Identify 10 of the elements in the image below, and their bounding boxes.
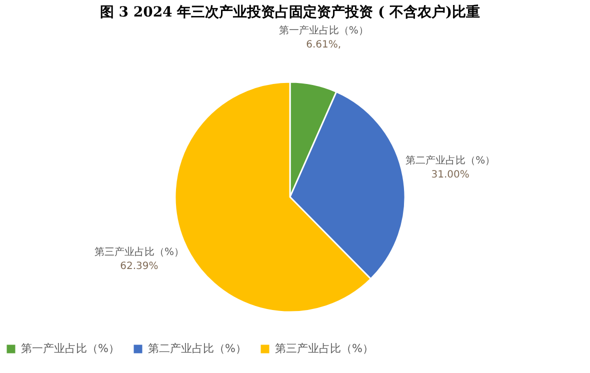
data-label: 6.61%, [306,40,342,50]
data-label: 62.39% [120,260,158,272]
slice-label: 第二产业占比（%） [406,154,496,167]
data-label: 31.00% [431,170,470,181]
legend-label: 第二产业占比（%） [148,342,246,355]
legend-label: 第一产业占比（%） [21,342,120,355]
slice-label: 第三产业占比（%） [94,246,184,258]
chart-title: 图 3 2024 年三次产业投资占固定资产投资 ( 不含农户)比重 [100,4,480,20]
slice-label: 第一产业占比（%） [278,24,368,36]
legend-label: 第三产业占比（%） [275,342,374,355]
